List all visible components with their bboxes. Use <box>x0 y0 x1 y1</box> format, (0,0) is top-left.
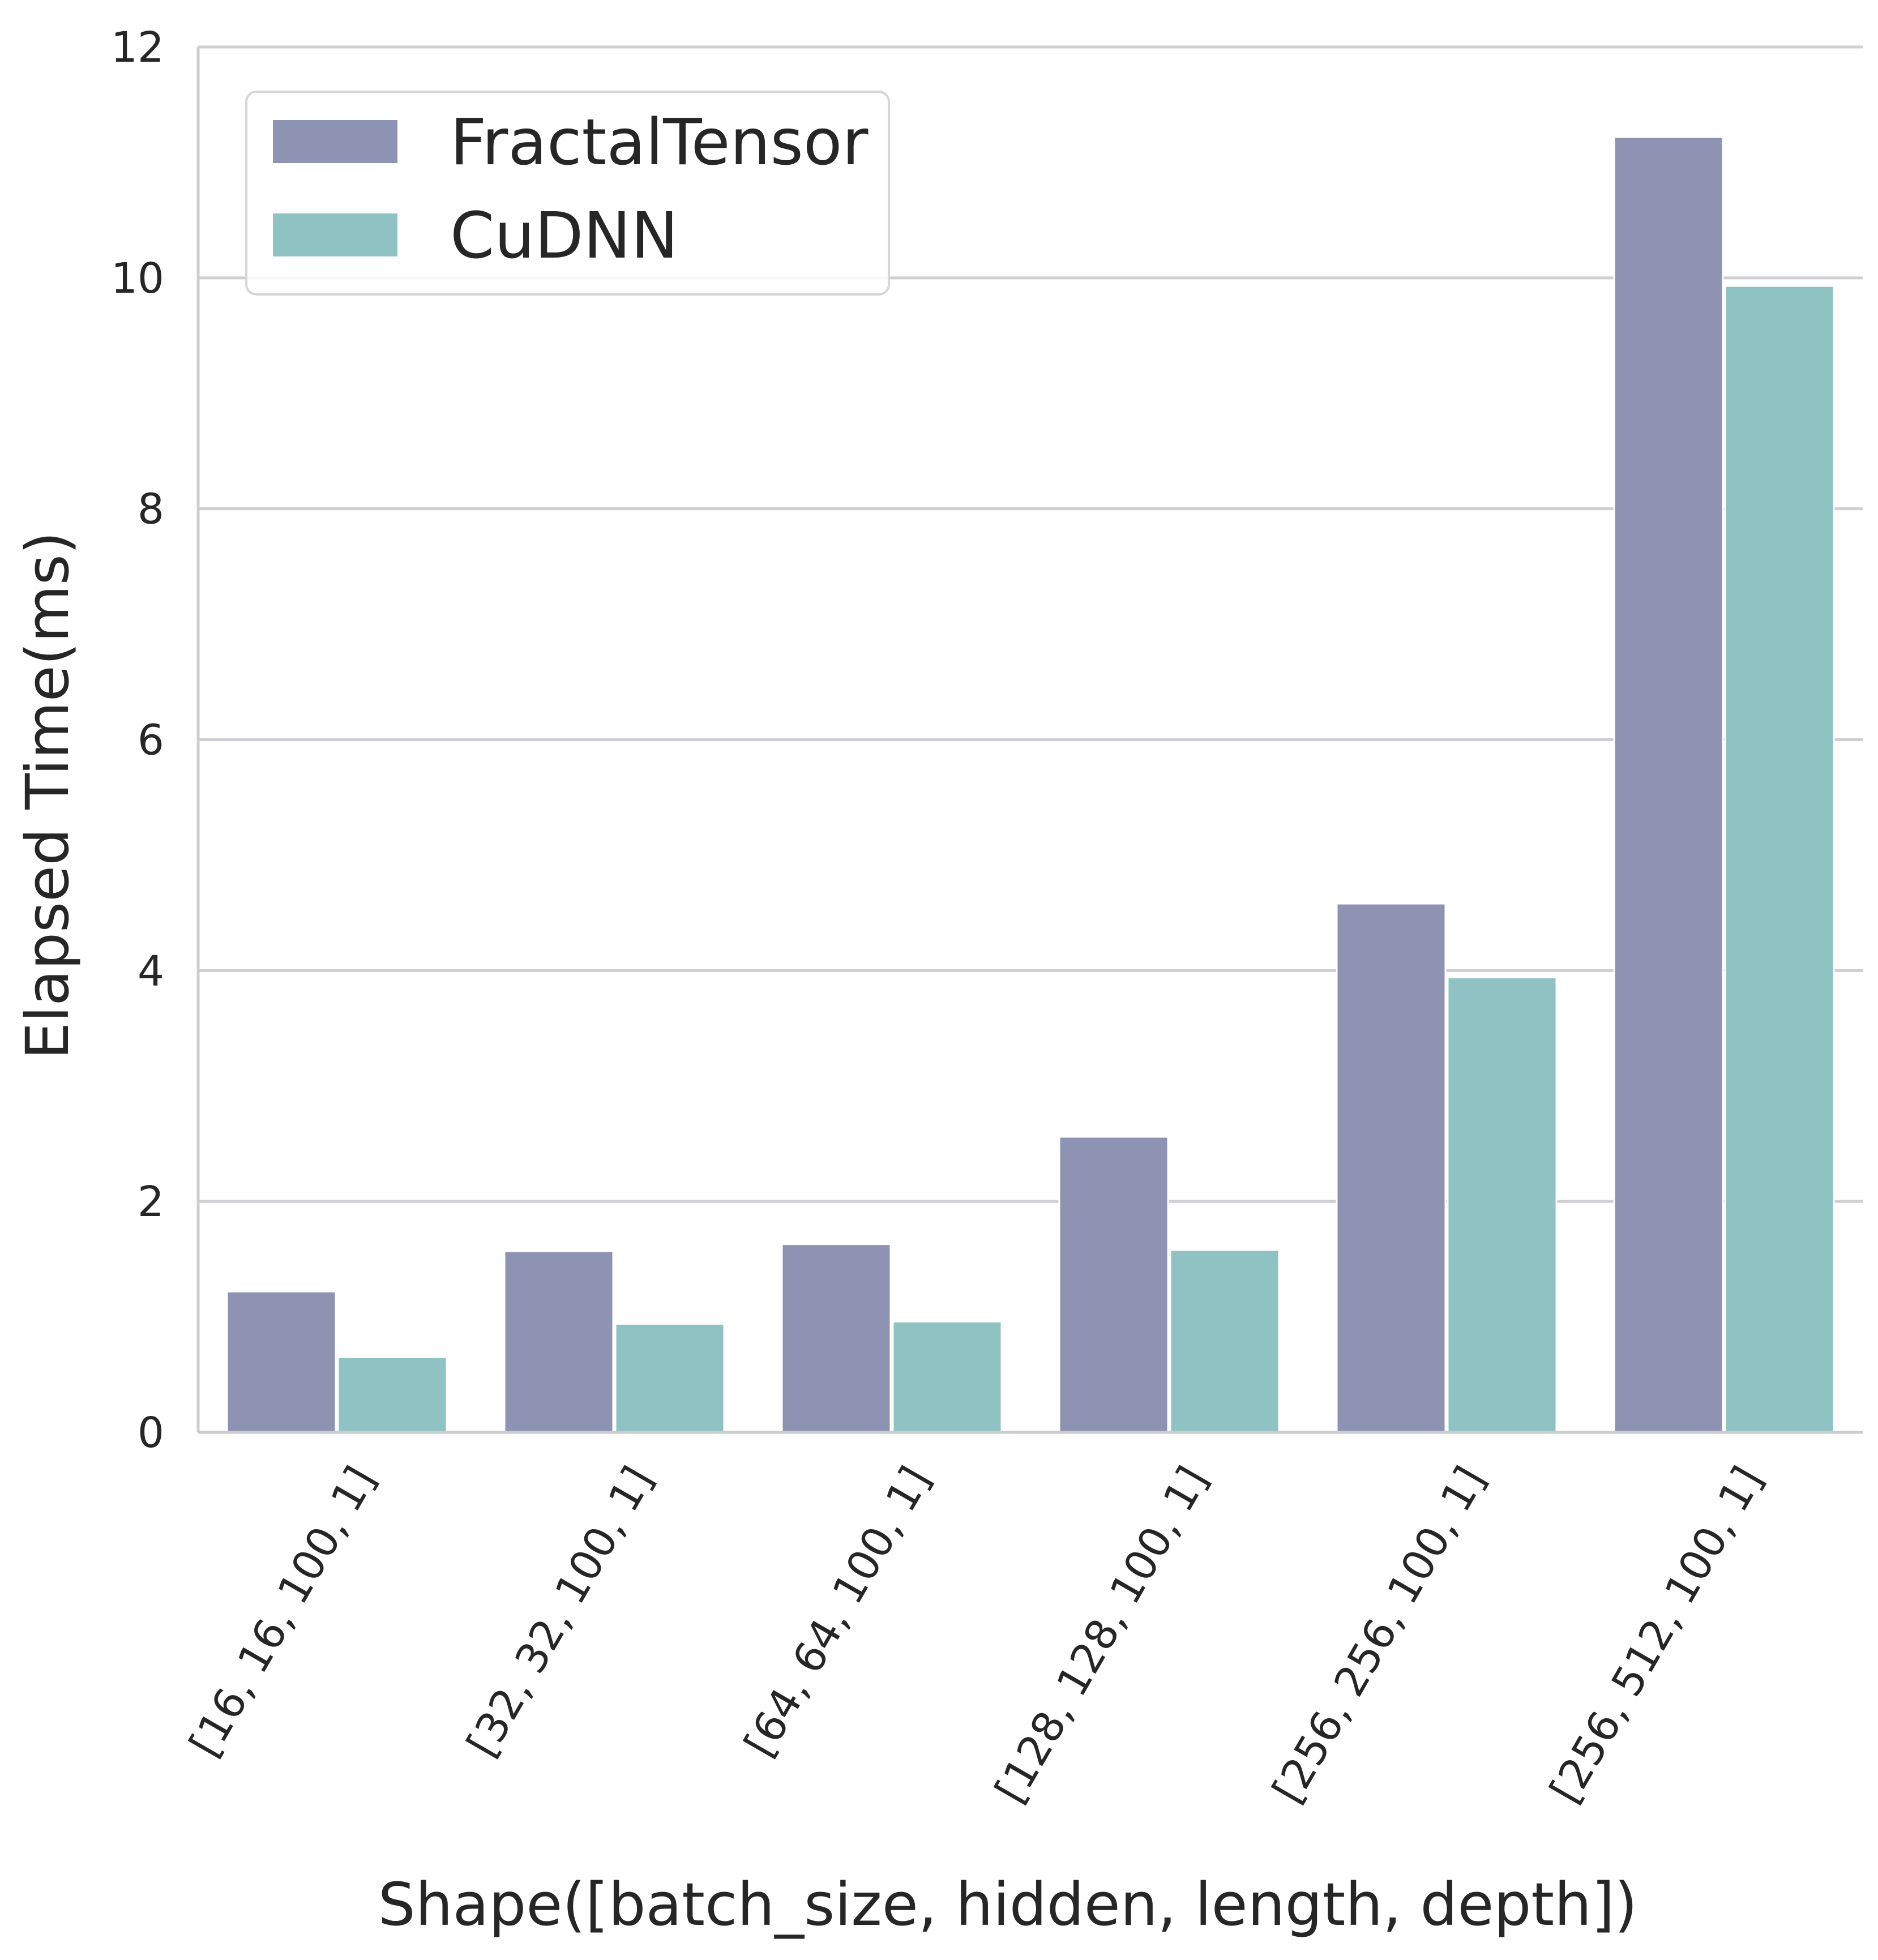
x-tick-label: [64, 64, 100, 1] <box>735 1458 940 1765</box>
legend-swatch-fractaltensor <box>273 120 397 163</box>
y-tick-label: 8 <box>138 485 164 534</box>
x-tick-label: [16, 16, 100, 1] <box>180 1458 385 1765</box>
bar-fractaltensor-3 <box>1058 1136 1169 1433</box>
bar-cudnn-1 <box>614 1323 725 1433</box>
bar-cudnn-2 <box>892 1320 1003 1433</box>
y-tick-label: 12 <box>111 23 164 72</box>
bar-cudnn-4 <box>1447 977 1558 1433</box>
x-tick-label: [256, 256, 100, 1] <box>1263 1458 1495 1811</box>
y-tick-label: 10 <box>111 254 164 303</box>
bar-fractaltensor-4 <box>1336 902 1447 1433</box>
x-tick-label: [128, 128, 100, 1] <box>986 1458 1217 1811</box>
bar-fractaltensor-1 <box>503 1250 614 1433</box>
legend: FractalTensor CuDNN <box>245 91 890 296</box>
y-tick-label: 4 <box>138 947 164 995</box>
bar-fractaltensor-0 <box>226 1290 337 1433</box>
y-axis-title: Elapsed Time(ms) <box>13 532 82 1060</box>
y-tick-label: 6 <box>138 716 164 765</box>
bar-fractaltensor-2 <box>781 1243 892 1433</box>
bar-cudnn-5 <box>1724 285 1835 1433</box>
x-tick-label: [256, 512, 100, 1] <box>1541 1458 1772 1811</box>
legend-label-cudnn: CuDNN <box>450 199 678 273</box>
legend-box <box>245 91 890 296</box>
y-tick-label: 0 <box>138 1409 164 1457</box>
x-axis-title: Shape([batch_size, hidden, length, depth… <box>378 1870 1638 1939</box>
bar-cudnn-0 <box>337 1356 448 1433</box>
bars <box>226 136 1835 1433</box>
legend-label-fractaltensor: FractalTensor <box>450 106 869 179</box>
bar-cudnn-3 <box>1169 1249 1280 1433</box>
legend-swatch-cudnn <box>273 213 397 256</box>
x-tick-label: [32, 32, 100, 1] <box>457 1458 662 1765</box>
y-tick-label: 2 <box>138 1178 164 1226</box>
bar-fractaltensor-5 <box>1613 136 1724 1433</box>
